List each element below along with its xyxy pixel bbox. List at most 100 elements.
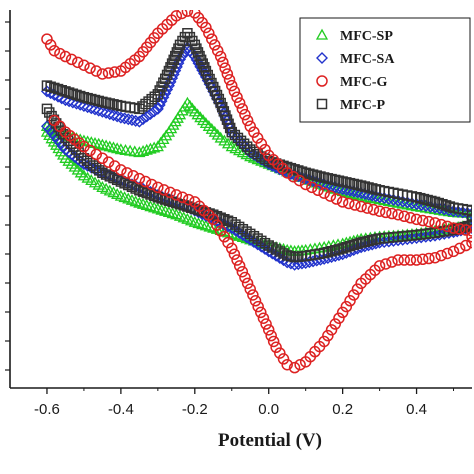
data-point <box>139 175 152 188</box>
legend-marker-triangle <box>315 28 329 40</box>
data-point <box>447 245 460 258</box>
data-point <box>48 114 61 127</box>
data-point <box>382 235 395 248</box>
data-point <box>247 289 259 301</box>
data-point <box>228 85 241 98</box>
data-point <box>363 235 374 247</box>
data-point <box>170 10 183 22</box>
data-point <box>151 202 164 214</box>
data-point <box>56 85 67 96</box>
data-point <box>129 195 142 207</box>
data-point <box>293 174 306 187</box>
data-point <box>170 50 181 62</box>
data-point <box>203 27 215 40</box>
data-point <box>300 167 311 179</box>
data-point <box>419 230 432 243</box>
data-point <box>265 329 277 342</box>
x-tick-label: 0.2 <box>332 401 353 418</box>
data-point <box>404 254 417 266</box>
data-point <box>136 144 150 156</box>
data-point <box>107 141 120 153</box>
legend-label: MFC-SA <box>340 52 395 67</box>
data-point <box>86 93 97 105</box>
data-point <box>48 44 61 57</box>
axes: -0.6 -0.4 -0.2 0.0 0.2 0.4 <box>5 10 472 418</box>
data-point <box>322 329 334 342</box>
data-point <box>200 207 212 218</box>
data-point <box>274 347 286 359</box>
data-point <box>262 324 275 336</box>
data-point <box>326 245 337 257</box>
data-point <box>465 207 472 219</box>
data-point <box>41 103 53 115</box>
data-point <box>340 300 353 313</box>
data-point <box>404 212 417 224</box>
data-point <box>398 210 410 223</box>
data-point <box>211 44 224 57</box>
data-point <box>255 138 268 150</box>
data-point <box>396 233 409 246</box>
data-point <box>415 231 428 244</box>
data-point <box>239 108 251 121</box>
data-point <box>52 83 64 95</box>
data-point <box>267 335 280 348</box>
data-point <box>359 181 371 192</box>
data-point <box>197 58 208 69</box>
data-point <box>315 171 326 182</box>
data-point <box>166 58 178 69</box>
data-point <box>416 253 429 266</box>
data-point <box>168 54 179 66</box>
data-point <box>405 232 418 245</box>
data-point <box>333 175 345 186</box>
data-point <box>173 209 187 221</box>
x-axis-title: Potential (V) <box>218 430 322 451</box>
data-point <box>219 62 231 74</box>
data-point <box>104 98 116 109</box>
data-point <box>171 197 182 209</box>
data-point <box>111 142 124 154</box>
data-point <box>62 154 75 166</box>
data-point <box>140 110 153 123</box>
data-point <box>466 207 472 220</box>
data-point <box>176 191 189 204</box>
data-point <box>466 225 472 237</box>
data-point <box>326 173 337 185</box>
data-point <box>200 21 212 34</box>
data-point <box>398 254 410 266</box>
data-point <box>410 254 423 266</box>
data-point <box>330 193 343 205</box>
data-point <box>96 152 109 165</box>
legend-marker-diamond <box>316 52 328 64</box>
data-point <box>344 295 356 307</box>
data-point <box>344 240 356 252</box>
data-point <box>102 156 115 168</box>
data-point <box>68 141 79 152</box>
data-point <box>67 88 79 99</box>
data-point <box>181 96 194 108</box>
data-point <box>299 356 312 368</box>
data-point <box>141 187 153 199</box>
data-point <box>163 65 175 77</box>
data-point <box>196 218 209 230</box>
data-point <box>54 47 66 60</box>
x-tick-label: 0.4 <box>406 401 427 418</box>
data-point <box>416 214 429 227</box>
data-point <box>122 113 135 126</box>
data-point <box>82 92 93 104</box>
x-tick-label: 0.0 <box>258 401 279 418</box>
data-point <box>341 242 352 253</box>
data-point <box>260 318 272 330</box>
data-point <box>137 113 150 126</box>
data-point <box>121 167 133 179</box>
data-point <box>144 142 157 154</box>
data-point <box>182 193 195 206</box>
data-point <box>244 120 256 133</box>
data-point <box>189 39 201 51</box>
data-point <box>304 168 315 180</box>
data-point <box>165 62 176 73</box>
data-point <box>81 155 93 166</box>
data-point <box>366 183 378 194</box>
data-point <box>429 229 442 242</box>
data-point <box>49 82 60 94</box>
